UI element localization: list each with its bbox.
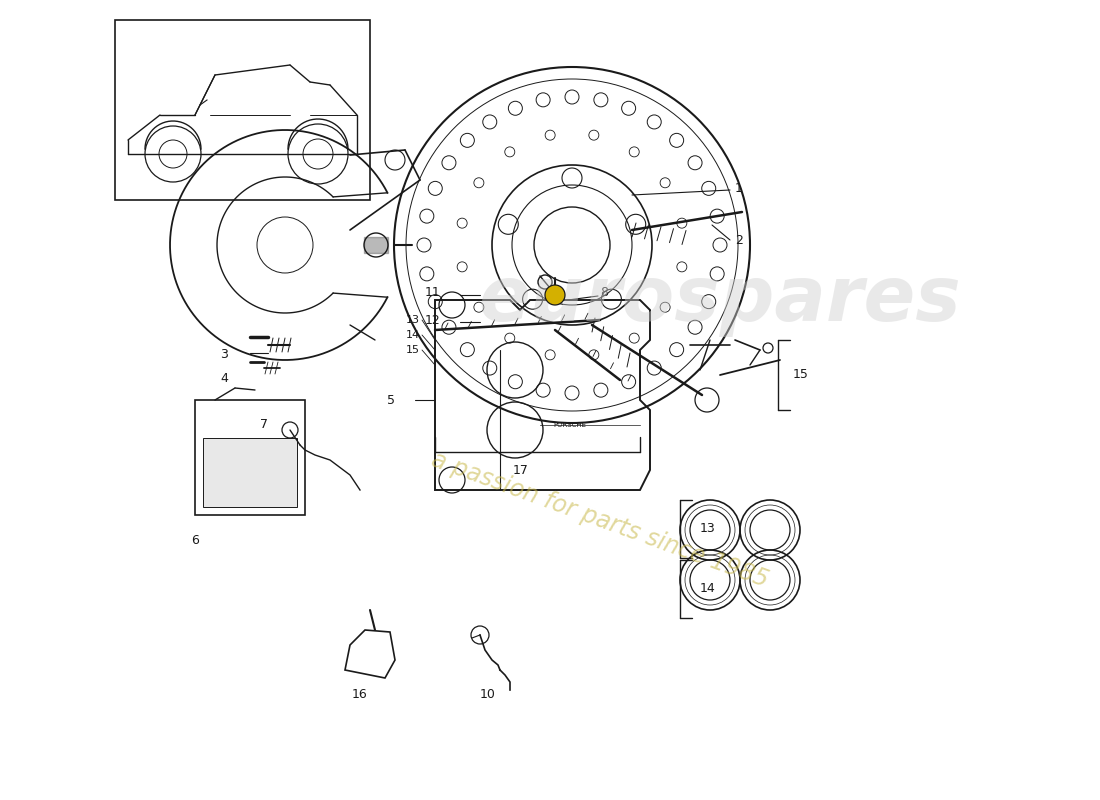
Text: 4: 4 — [220, 371, 228, 385]
Text: 6: 6 — [191, 534, 199, 546]
Text: 15: 15 — [793, 369, 808, 382]
Circle shape — [544, 285, 565, 305]
Text: 13: 13 — [700, 522, 716, 535]
Text: 8: 8 — [600, 286, 608, 298]
Bar — [116, 20, 370, 200]
Text: a passion for parts since 1985: a passion for parts since 1985 — [428, 448, 772, 592]
Text: 13: 13 — [406, 315, 420, 325]
Text: 17: 17 — [513, 463, 529, 477]
Text: 15: 15 — [406, 345, 420, 355]
Text: 11: 11 — [425, 286, 440, 299]
Text: 14: 14 — [406, 330, 420, 340]
Text: 14: 14 — [700, 582, 716, 595]
Text: 5: 5 — [387, 394, 395, 406]
Text: 16: 16 — [352, 689, 367, 702]
Text: 7: 7 — [260, 418, 268, 431]
Text: PORSCHE: PORSCHE — [553, 422, 586, 428]
Text: eurospares: eurospares — [478, 263, 961, 337]
Text: 3: 3 — [220, 349, 228, 362]
Text: 10: 10 — [480, 689, 496, 702]
Bar — [204, 438, 297, 507]
Text: 1: 1 — [735, 182, 743, 194]
Text: 12: 12 — [425, 314, 440, 326]
Text: 2: 2 — [735, 234, 743, 246]
